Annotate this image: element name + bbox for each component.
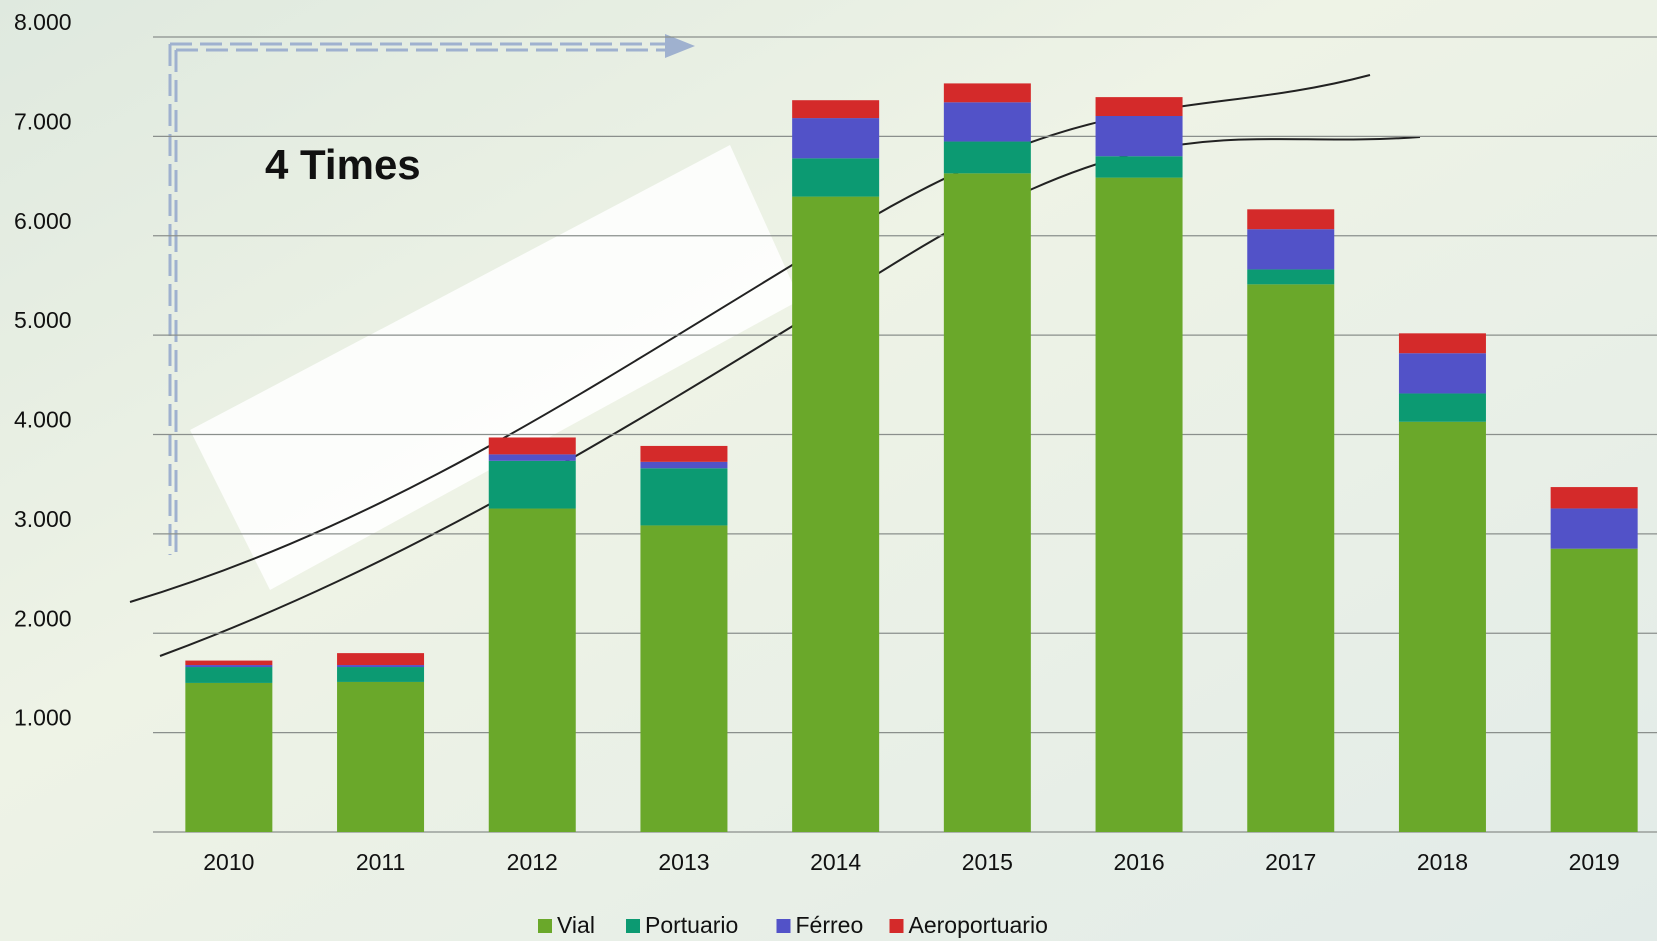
bar-segment xyxy=(488,454,576,461)
bar-segment xyxy=(337,667,425,682)
legend-label: Portuario xyxy=(645,912,738,938)
bar-segment xyxy=(1095,97,1183,117)
bar-segment xyxy=(640,525,728,832)
legend-label: Férreo xyxy=(796,912,864,938)
y-tick-label: 8.000 xyxy=(14,9,72,35)
y-tick-label: 3.000 xyxy=(14,506,72,532)
bar-segment xyxy=(1095,156,1183,178)
y-tick-label: 7.000 xyxy=(14,108,72,134)
annotation: 4 Times xyxy=(265,141,421,188)
bar-segment xyxy=(640,468,728,526)
bar-segment xyxy=(640,445,728,462)
plot: 1.000 2.000 3.000 4.000 5.000 6.000 7.000 8.000… xyxy=(14,9,1657,875)
legend: Vial Portuario Férreo Aeroportuario xyxy=(538,912,1048,938)
bar-segment xyxy=(337,681,425,832)
bar-segment xyxy=(185,660,273,666)
bar-segment xyxy=(1398,333,1486,354)
bar-segment xyxy=(1247,209,1335,230)
bar-segment xyxy=(1095,116,1183,157)
bar-segment xyxy=(640,461,728,469)
y-tick-label: 6.000 xyxy=(14,208,72,234)
bar-segment xyxy=(792,158,880,197)
y-tick-label: 2.000 xyxy=(14,605,72,631)
y-tick-label: 4.000 xyxy=(14,407,72,433)
bar-segment xyxy=(1398,421,1486,832)
x-tick-label: 2010 xyxy=(203,849,254,875)
bar-segment xyxy=(943,173,1031,832)
train-picture xyxy=(190,145,800,590)
bar-segment xyxy=(1095,177,1183,833)
bar-segment xyxy=(185,665,273,668)
bar-segment xyxy=(185,682,273,832)
x-tick-label: 2012 xyxy=(507,849,558,875)
bar-segment xyxy=(1247,284,1335,832)
bar-segment xyxy=(943,141,1031,174)
legend-swatch xyxy=(626,919,640,933)
bar-segment xyxy=(943,102,1031,142)
bar-segment xyxy=(792,118,880,159)
bar-segment xyxy=(792,100,880,119)
x-tick-label: 2016 xyxy=(1113,849,1164,875)
bar-segment xyxy=(488,508,576,832)
arrow-head xyxy=(665,34,695,58)
legend-swatch xyxy=(538,919,552,933)
decoration xyxy=(168,42,680,555)
bar-segment xyxy=(185,667,273,683)
x-tick-label: 2011 xyxy=(356,849,405,875)
bar-segment xyxy=(488,437,576,455)
legend-swatch xyxy=(889,919,904,933)
bar-segment xyxy=(488,460,576,509)
bar-segment xyxy=(943,83,1031,103)
legend-swatch xyxy=(776,919,791,933)
bar-segment xyxy=(1550,548,1638,832)
bar-segment xyxy=(1550,487,1638,509)
bar-segment xyxy=(337,653,425,666)
legend-label: Aeroportuario xyxy=(909,912,1048,938)
x-tick-label: 2017 xyxy=(1265,849,1316,875)
bar-segment xyxy=(1247,269,1335,285)
x-tick-label: 2019 xyxy=(1569,849,1620,875)
y-tick-label: 1.000 xyxy=(14,705,72,731)
bar-segment xyxy=(1550,508,1638,549)
legend-label: Vial xyxy=(557,912,595,938)
bar-segment xyxy=(1398,393,1486,422)
bar-segment xyxy=(1398,353,1486,394)
bar-segment xyxy=(1247,229,1335,270)
bar-segment xyxy=(792,196,880,832)
y-tick-label: 5.000 xyxy=(14,307,72,333)
x-tick-label: 2013 xyxy=(658,849,709,875)
x-tick-label: 2014 xyxy=(810,849,861,875)
bar-segment xyxy=(337,665,425,668)
x-tick-label: 2015 xyxy=(962,849,1013,875)
x-tick-label: 2018 xyxy=(1417,849,1468,875)
